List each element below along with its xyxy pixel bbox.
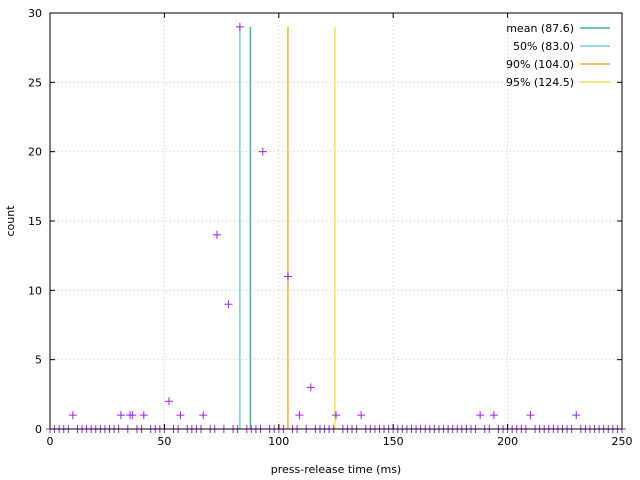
y-tick-label: 25	[28, 76, 42, 89]
legend-label: 50% (83.0)	[513, 40, 574, 53]
data-point	[176, 411, 184, 419]
data-point	[357, 411, 365, 419]
y-tick-label: 20	[28, 146, 42, 159]
x-tick-label: 150	[383, 435, 404, 448]
data-point	[295, 411, 303, 419]
y-tick-label: 30	[28, 7, 42, 20]
y-axis-title: count	[4, 205, 17, 237]
reference-lines	[240, 27, 335, 429]
y-tick-label: 5	[35, 354, 42, 367]
legend-label: 95% (124.5)	[506, 76, 574, 89]
x-tick-label: 200	[497, 435, 518, 448]
data-point	[199, 411, 207, 419]
data-point	[236, 23, 244, 31]
data-point	[165, 397, 173, 405]
x-tick-label: 0	[47, 435, 54, 448]
data-point	[259, 148, 267, 156]
y-tick-label: 15	[28, 215, 42, 228]
data-point	[224, 300, 232, 308]
x-tick-label: 250	[612, 435, 633, 448]
data-point	[332, 411, 340, 419]
data-point	[213, 231, 221, 239]
data-point	[284, 272, 292, 280]
x-tick-label: 50	[157, 435, 171, 448]
legend-label: 90% (104.0)	[506, 58, 574, 71]
data-point	[117, 411, 125, 419]
data-point	[69, 411, 77, 419]
axis-ticks: 0 50 100 150 200 250 0 5 10 15 20 25 30	[28, 7, 633, 448]
x-tick-label: 100	[268, 435, 289, 448]
y-tick-label: 10	[28, 284, 42, 297]
x-axis-title: press-release time (ms)	[271, 463, 401, 476]
y-tick-label: 0	[35, 423, 42, 436]
data-point	[490, 411, 498, 419]
data-point	[128, 411, 136, 419]
data-point	[572, 411, 580, 419]
data-points	[69, 23, 580, 419]
legend-label: mean (87.6)	[506, 22, 574, 35]
data-point	[526, 411, 534, 419]
data-point	[307, 383, 315, 391]
legend: mean (87.6) 50% (83.0) 90% (104.0) 95% (124…	[506, 22, 610, 89]
data-point	[140, 411, 148, 419]
data-point	[476, 411, 484, 419]
